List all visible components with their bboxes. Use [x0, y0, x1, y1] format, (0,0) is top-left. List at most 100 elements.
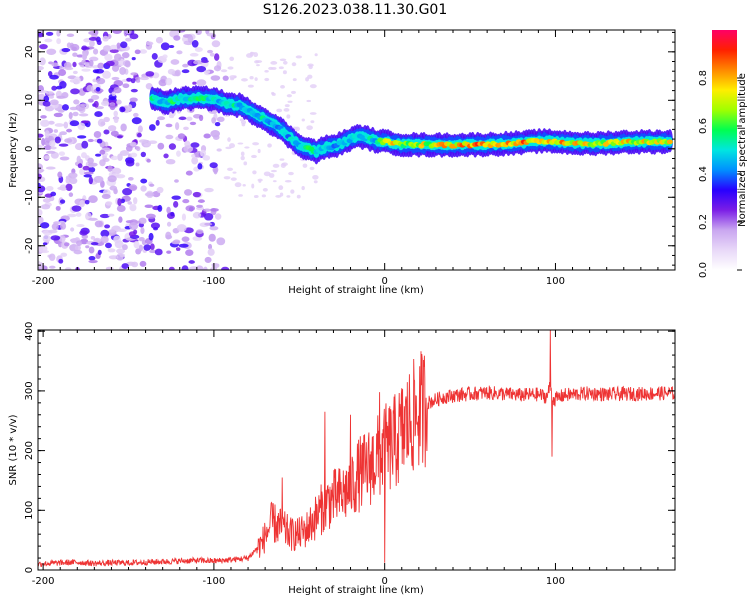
- spectrogram-noise-blob: [144, 192, 155, 197]
- spectrogram-noise-blob: [92, 69, 100, 74]
- spectrogram-noise-blob: [308, 65, 313, 70]
- spectrogram-noise-blob: [59, 131, 67, 136]
- spectrogram-noise-blob: [96, 138, 103, 144]
- spectrogram-noise-blob: [125, 159, 135, 167]
- spectrogram-noise-blob: [42, 242, 48, 246]
- spectrogram-noise-blob: [166, 206, 171, 214]
- spectrogram-noise-blob: [76, 155, 82, 164]
- spectrogram-noise-blob: [77, 135, 87, 139]
- spectrogram-noise-blob: [177, 30, 186, 33]
- spectrogram-noise-blob: [139, 139, 148, 144]
- spectrogram-noise-blob: [114, 240, 124, 249]
- spectrogram-noise-blob: [65, 267, 72, 270]
- spectrogram-noise-blob: [251, 154, 257, 159]
- spectrogram-noise-blob: [50, 146, 57, 150]
- spectrogram-noise-blob: [103, 129, 110, 135]
- spectrogram-noise-blob: [68, 172, 78, 179]
- spectrogram-noise-blob: [276, 108, 283, 113]
- spectrogram-noise-blob: [72, 111, 79, 117]
- spectrogram-noise-blob: [175, 122, 180, 130]
- spectrogram-noise-blob: [291, 62, 297, 67]
- spectrogram-noise-blob: [270, 169, 278, 173]
- spectrogram-noise-blob: [216, 237, 226, 246]
- spectrogram-noise-blob: [243, 161, 248, 166]
- spectrogram-noise-blob: [258, 180, 262, 183]
- spectrogram-noise-blob: [38, 216, 44, 224]
- spectrogram-noise-blob: [88, 255, 96, 261]
- spectrogram-noise-blob: [56, 38, 62, 45]
- spectrogram-noise-blob: [168, 45, 175, 49]
- spectrogram-noise-blob: [131, 117, 142, 125]
- spectrogram-noise-blob: [214, 53, 220, 61]
- spectrogram-noise-blob: [181, 236, 190, 242]
- spectrogram-noise-blob: [173, 201, 179, 208]
- spectrogram-noise-blob: [83, 171, 94, 175]
- spectrogram-noise-blob: [146, 158, 151, 163]
- spectrogram-noise-blob: [155, 36, 163, 44]
- spectrogram-noise-blob: [67, 213, 77, 218]
- snr-y-axis-label: SNR (10 * v/v): [8, 414, 19, 485]
- spectrogram-noise-blob: [189, 121, 197, 126]
- spectrogram-noise-blob: [168, 266, 175, 270]
- spectrogram-noise-blob: [90, 94, 100, 100]
- colorbar-tick-label: 0.8: [698, 70, 709, 86]
- spectrogram-noise-blob: [87, 157, 94, 164]
- spectrogram-noise-blob: [267, 143, 272, 148]
- spectrogram-noise-blob: [133, 229, 138, 235]
- spectrogram-noise-blob: [63, 121, 69, 129]
- spectrogram-noise-blob: [156, 186, 164, 194]
- spectrogram-noise-blob: [140, 227, 145, 235]
- spectrogram-noise-blob: [174, 179, 179, 183]
- spectrogram-noise-blob: [183, 145, 194, 153]
- spectrogram-noise-blob: [153, 227, 158, 231]
- snr-y-tick-label: 400: [24, 322, 35, 341]
- spectrogram-noise-blob: [198, 114, 204, 121]
- spectrogram-noise-blob: [241, 78, 248, 82]
- spectrogram-noise-blob: [181, 213, 187, 221]
- spectrogram-y-axis-label: Frequency (Hz): [8, 112, 19, 188]
- spectrogram-noise-blob: [133, 240, 140, 249]
- spectrogram-noise-blob: [211, 40, 221, 48]
- spectrogram-noise-blob: [44, 38, 53, 43]
- spectrogram-noise-blob: [296, 194, 301, 199]
- spectrogram-noise-blob: [109, 49, 119, 54]
- spectrogram-noise-blob: [268, 66, 274, 70]
- spectrogram-noise-blob: [54, 136, 61, 144]
- spectrogram-noise-blob: [212, 134, 220, 140]
- spectrogram-noise-blob: [66, 128, 73, 133]
- spectrogram-noise-blob: [185, 205, 196, 212]
- spectrogram-noise-blob: [102, 70, 112, 79]
- spectrogram-noise-blob: [57, 171, 63, 178]
- spectrogram-noise-blob: [252, 170, 257, 175]
- spectrogram-noise-blob: [111, 91, 117, 97]
- colorbar: 0.0 0.2 0.4 0.6 0.8 Normalized spectral ampl…: [698, 30, 748, 278]
- spectrogram-noise-blob: [155, 119, 160, 126]
- spectrogram-noise-blob: [82, 52, 88, 60]
- spectrogram-noise-blob: [247, 84, 254, 88]
- spectrogram-noise-blob: [182, 198, 190, 204]
- spectrogram-noise-blob: [97, 62, 105, 69]
- spectrogram-noise-blob: [45, 186, 54, 191]
- spectrogram-noise-blob: [157, 116, 166, 121]
- spectrogram-noise-blob: [118, 216, 123, 223]
- spectrogram-noise-blob: [95, 86, 101, 92]
- spectrogram-noise-blob: [116, 253, 124, 261]
- spectrogram-noise-blob: [93, 48, 99, 55]
- spectrogram-noise-blob: [207, 248, 215, 256]
- spectrogram-noise-blob: [38, 168, 45, 173]
- spectrogram-noise-blob: [288, 171, 294, 176]
- spectrogram-noise-blob: [210, 75, 221, 81]
- spectrogram-noise-blob: [51, 223, 59, 231]
- spectrogram-noise-blob: [43, 145, 52, 150]
- spectrogram-noise-blob: [129, 33, 139, 40]
- spectrogram-noise-blob: [130, 88, 138, 93]
- spectrogram-noise-blob: [131, 261, 139, 268]
- spectrogram-noise-blob: [221, 266, 230, 270]
- snr-y-tick-label: 100: [24, 501, 35, 520]
- spectrogram-noise-blob: [107, 165, 113, 172]
- spectrogram-noise-blob: [140, 151, 147, 158]
- spectrogram-noise-blob: [154, 248, 163, 256]
- spectrogram-noise-blob: [38, 32, 45, 38]
- spectrogram-noise-blob: [151, 53, 158, 60]
- spectrogram-noise-blob: [77, 163, 83, 169]
